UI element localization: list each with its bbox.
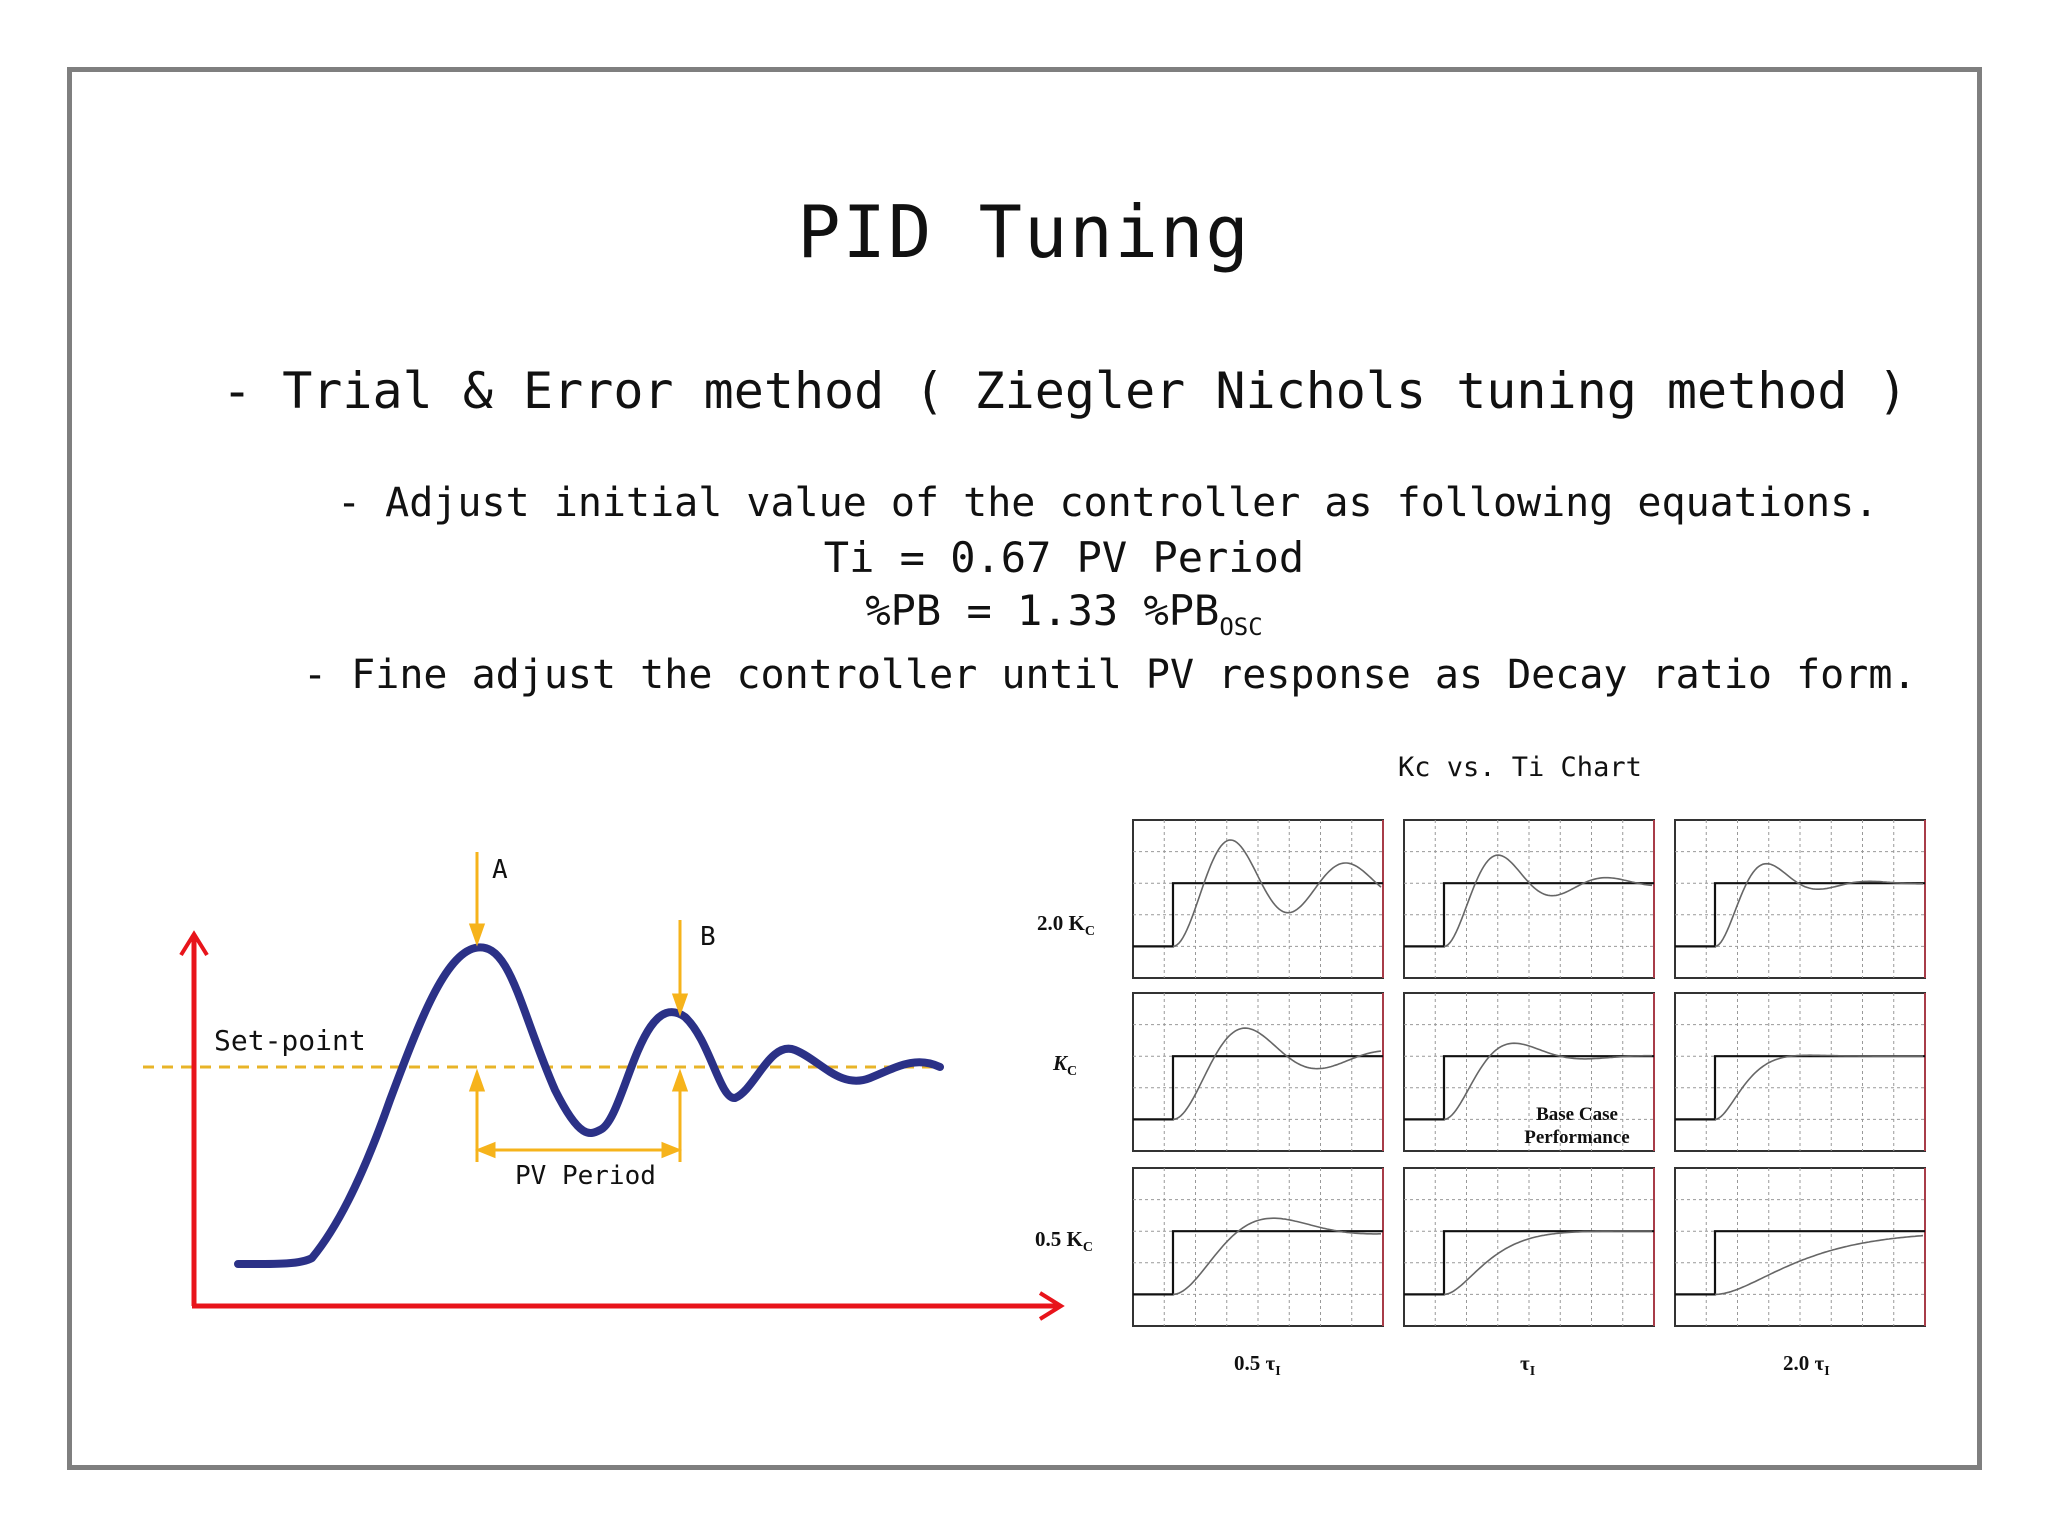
equation-pb-subscript: OSC — [1219, 613, 1263, 641]
equation-pb: %PB = 1.33 %PBOSC — [0, 586, 2048, 641]
period-left-tick — [468, 1068, 486, 1162]
pv-period-label: PV Period — [515, 1161, 656, 1191]
bullet-adjust: - Adjust initial value of the controller… — [337, 480, 1879, 526]
period-right-tick — [671, 1068, 689, 1162]
base-case-label-line1: Base Case — [1536, 1104, 1618, 1125]
col-label-ti: τI — [1520, 1351, 1535, 1379]
peak-b-arrow — [671, 920, 689, 1017]
response-panel — [1132, 1167, 1384, 1327]
chart-title: Kc vs. Ti Chart — [1398, 752, 1642, 783]
col-label-2ti: 2.0 τI — [1783, 1351, 1830, 1379]
response-panel — [1674, 1167, 1926, 1327]
response-panel — [1132, 992, 1384, 1152]
response-panel — [1403, 819, 1655, 979]
equation-ti: Ti = 0.67 PV Period — [823, 533, 1305, 582]
pv-response-curve — [234, 943, 944, 1269]
row-label-2kc: 2.0 KC — [1037, 911, 1095, 939]
response-panel — [1403, 992, 1655, 1152]
base-case-label-line2: Performance — [1524, 1127, 1630, 1148]
slide-title: PID Tuning — [797, 190, 1251, 274]
pv-period-arrow — [474, 1141, 683, 1159]
slide-frame — [67, 67, 1982, 1470]
response-panel — [1674, 992, 1926, 1152]
peak-a-arrow — [468, 852, 486, 947]
label-b: B — [700, 922, 716, 952]
setpoint-label: Set-point — [214, 1024, 366, 1057]
bullet-main: - Trial & Error method ( Ziegler Nichols… — [222, 362, 1908, 420]
equation-pb-main: %PB = 1.33 %PB — [865, 586, 1220, 635]
bullet-fine: - Fine adjust the controller until PV re… — [303, 652, 1917, 698]
response-panel — [1403, 1167, 1655, 1327]
col-label-05ti: 0.5 τI — [1234, 1351, 1281, 1379]
row-label-05kc: 0.5 KC — [1035, 1227, 1093, 1255]
response-panel — [1674, 819, 1926, 979]
x-axis-arrow — [1038, 1291, 1065, 1321]
row-label-kc: KC — [1052, 1051, 1077, 1079]
response-panel — [1132, 819, 1384, 979]
label-a: A — [492, 855, 508, 885]
y-axis-arrow — [179, 930, 209, 957]
